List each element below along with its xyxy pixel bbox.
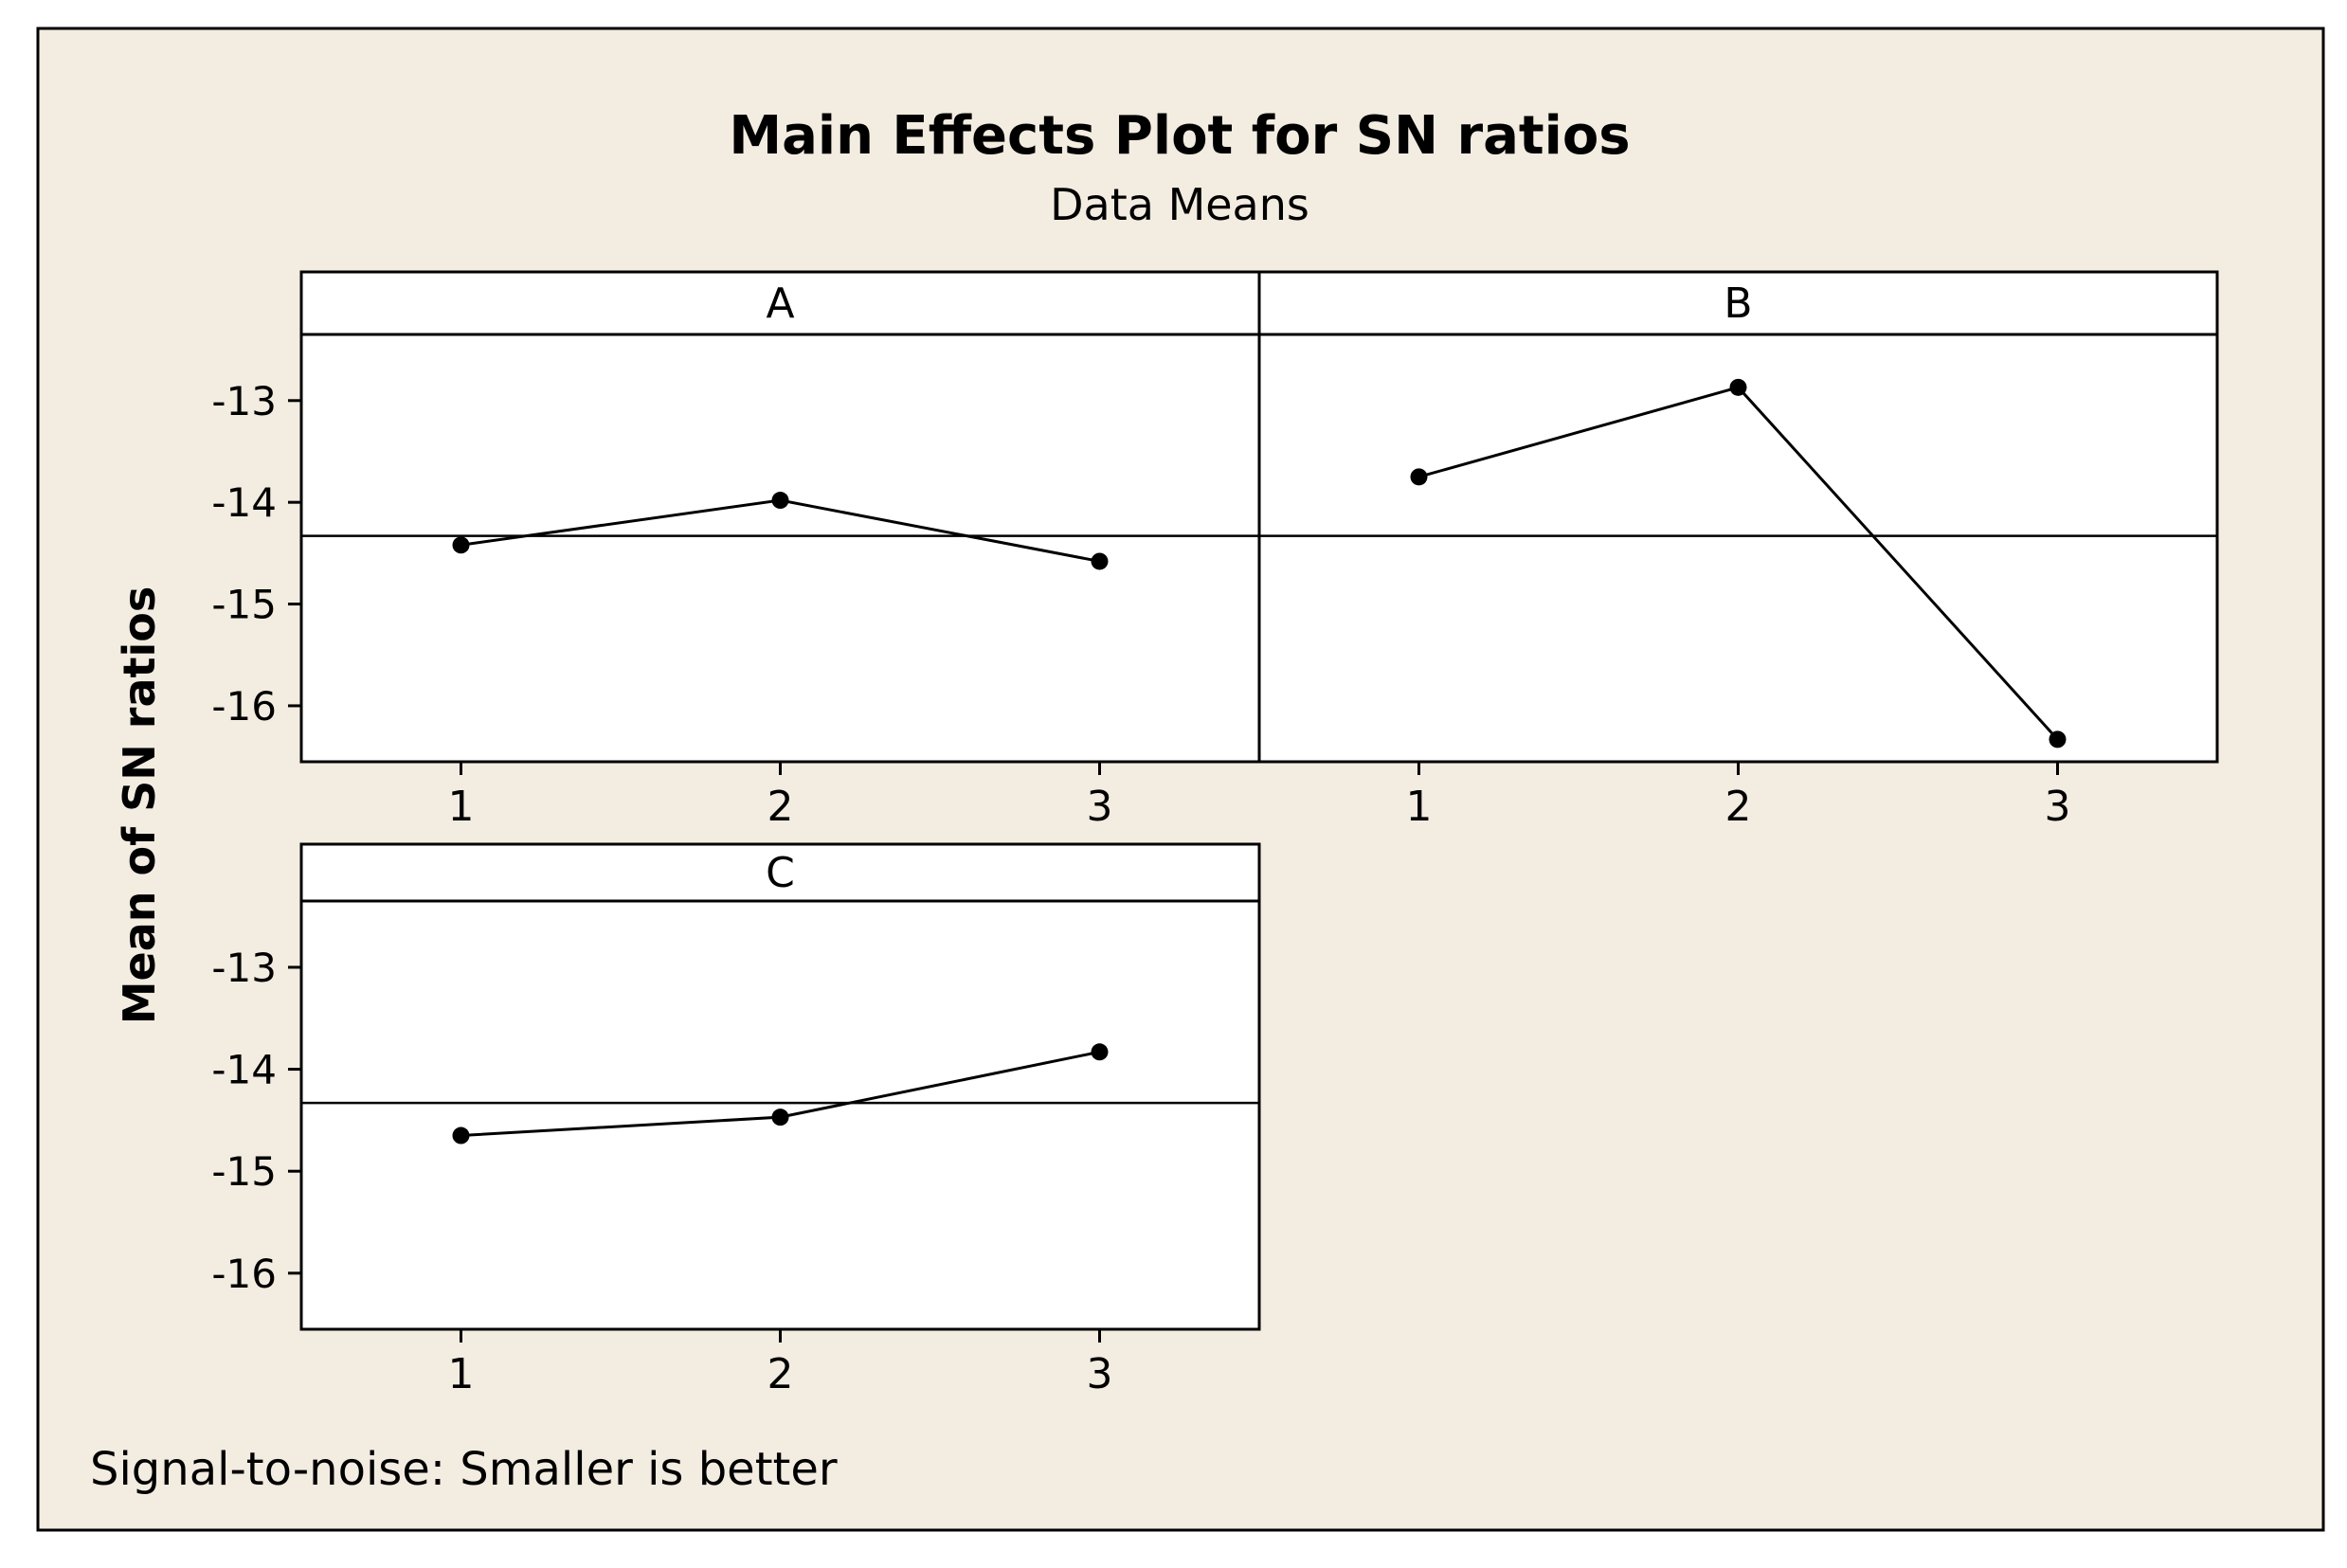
y-tick-label: -16 bbox=[211, 1251, 277, 1297]
x-tick-label: 3 bbox=[2045, 783, 2071, 831]
x-tick-label: 1 bbox=[448, 783, 475, 831]
panel-header-label: C bbox=[766, 849, 795, 897]
panel-frame bbox=[299, 842, 1261, 1331]
data-point bbox=[1091, 552, 1109, 570]
y-tick-label: -15 bbox=[211, 582, 277, 628]
panel-a: A -13 -14 -15 -16 1 2 3 bbox=[211, 270, 1261, 831]
x-tick-label: 2 bbox=[767, 783, 794, 831]
y-tick-label: -13 bbox=[211, 378, 277, 424]
x-tick-label: 3 bbox=[1087, 1350, 1113, 1398]
data-point bbox=[771, 492, 789, 510]
chart-title: Main Effects Plot for SN ratios bbox=[729, 105, 1630, 167]
panel-frame bbox=[1257, 270, 2219, 764]
panel-frame bbox=[299, 270, 1261, 764]
x-tick-label: 2 bbox=[1725, 783, 1752, 831]
panel-header-label: A bbox=[766, 279, 794, 328]
data-point bbox=[771, 1108, 789, 1126]
panel-b: B 1 2 3 bbox=[1257, 270, 2219, 831]
y-tick-label: -15 bbox=[211, 1148, 277, 1195]
data-point bbox=[1729, 378, 1747, 396]
y-tick-label: -14 bbox=[211, 1047, 277, 1093]
data-point bbox=[2049, 730, 2067, 748]
chart-subtitle: Data Means bbox=[1050, 179, 1309, 230]
y-tick-label: -14 bbox=[211, 479, 277, 526]
x-tick-label: 1 bbox=[448, 1350, 475, 1398]
y-tick-label: -13 bbox=[211, 945, 277, 991]
panel-c: C -13 -14 -15 -16 1 2 3 bbox=[211, 842, 1261, 1398]
y-tick-label: -16 bbox=[211, 683, 277, 730]
x-tick-label: 2 bbox=[767, 1350, 794, 1398]
x-tick-label: 1 bbox=[1406, 783, 1433, 831]
data-point bbox=[1410, 468, 1428, 486]
data-point bbox=[452, 1126, 470, 1144]
y-axis-label: Mean of SN ratios bbox=[114, 586, 165, 1025]
data-point bbox=[1091, 1043, 1109, 1061]
data-point bbox=[452, 536, 470, 554]
panel-header-label: B bbox=[1724, 279, 1752, 328]
x-tick-label: 3 bbox=[1087, 783, 1113, 831]
panels-layer: A -13 -14 -15 -16 1 2 3 B 1 2 3 C -13 -14 -15 -16 1 2 3 bbox=[211, 270, 2219, 1398]
footnote: Signal-to-noise: Smaller is better bbox=[90, 1443, 838, 1496]
